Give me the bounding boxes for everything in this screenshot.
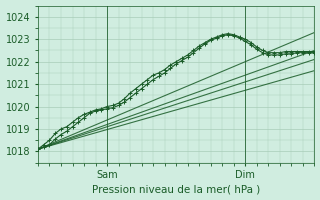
X-axis label: Pression niveau de la mer( hPa ): Pression niveau de la mer( hPa ) xyxy=(92,184,260,194)
